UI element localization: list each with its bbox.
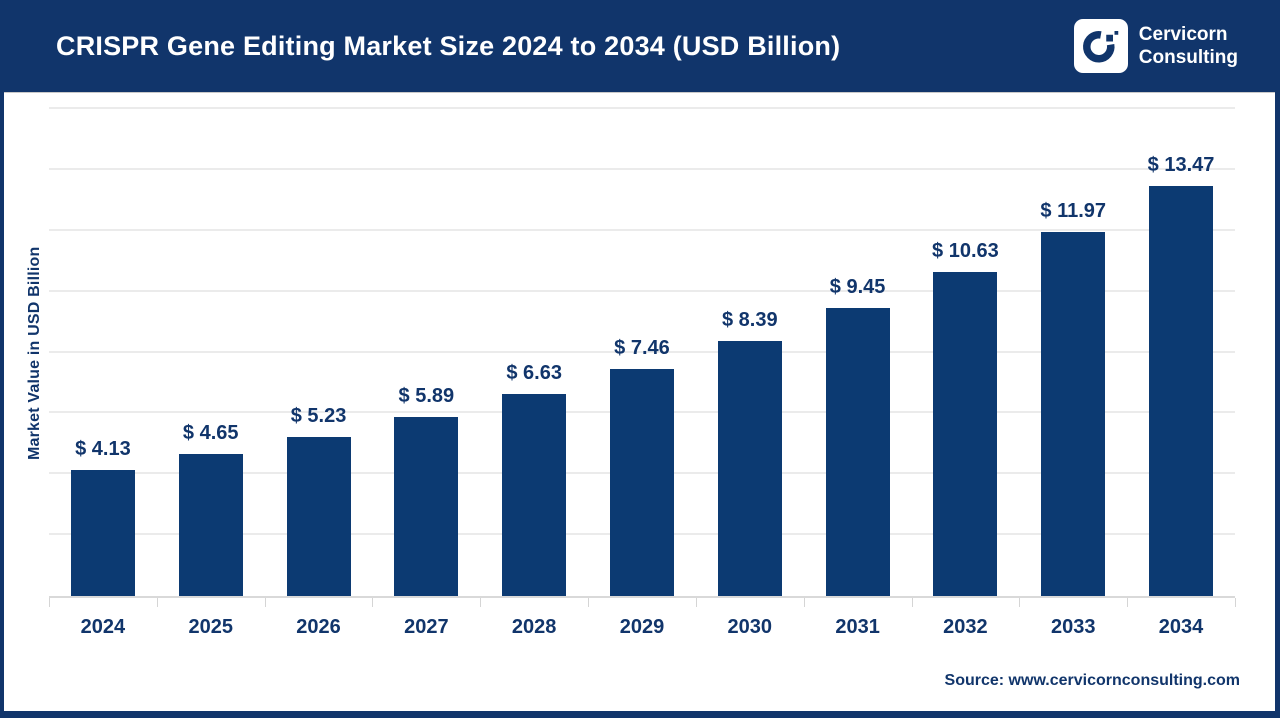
cervicorn-c-icon [1082, 30, 1119, 63]
bars-container: $ 4.13 $ 4.65 $ 5.23 $ 5.89 $ 6.63 $ 7.46 $ 8.… [49, 109, 1235, 596]
brand-logo-icon [1073, 19, 1128, 73]
bar-value-label: $ 9.45 [829, 276, 886, 299]
gridline [49, 167, 1235, 170]
x-tick-label-2024: 2024 [80, 616, 126, 638]
bar-2031 [825, 308, 890, 596]
header-bar: CRISPR Gene Editing Market Size 2024 to … [0, 0, 1280, 93]
axis-tick [372, 598, 374, 607]
left-border [0, 0, 4, 718]
bar-slot-2032: $ 10.63 [912, 109, 1020, 596]
plot-area: $ 4.13 $ 4.65 $ 5.23 $ 5.89 $ 6.63 $ 7.46 $ 8.… [49, 107, 1235, 598]
bar-slot-2028: $ 6.63 [480, 109, 588, 596]
axis-tick [588, 598, 590, 607]
bar-2032 [933, 272, 998, 596]
bar-value-label: $ 6.63 [506, 362, 562, 385]
bar-2027 [394, 416, 459, 596]
chart-title: CRISPR Gene Editing Market Size 2024 to … [56, 30, 841, 61]
gridline [49, 289, 1235, 292]
gridline [49, 350, 1235, 353]
x-tick-label-2034: 2034 [1158, 616, 1204, 638]
x-tick-label-2032: 2032 [943, 616, 988, 638]
x-tick-label-2030: 2030 [727, 616, 773, 638]
brand-name: Cervicorn Consulting [1139, 23, 1238, 69]
axis-tick [695, 598, 697, 607]
right-border [1275, 0, 1280, 718]
bar-slot-2031: $ 9.45 [804, 109, 912, 596]
x-tick-label-2025: 2025 [188, 616, 233, 638]
y-axis-title: Market Value in USD Billion [26, 246, 43, 461]
gridline [49, 228, 1235, 231]
bar-slot-2027: $ 5.89 [372, 109, 480, 596]
bar-value-label: $ 10.63 [932, 240, 999, 263]
source-text: Source: www.cervicornconsulting.com [944, 672, 1240, 689]
bar-value-label: $ 4.65 [182, 422, 239, 445]
bar-2029 [609, 368, 674, 596]
axis-tick [264, 598, 266, 607]
bar-2026 [286, 436, 351, 596]
bar-slot-2024: $ 4.13 [49, 109, 157, 596]
bar-slot-2030: $ 8.39 [696, 109, 804, 596]
bar-2034 [1149, 186, 1214, 596]
axis-tick [156, 598, 158, 607]
bar-2028 [502, 394, 567, 596]
bar-2033 [1041, 231, 1106, 596]
axis-tick [480, 598, 482, 607]
bar-2025 [178, 454, 243, 596]
x-axis-labels: 2024 2025 2026 2027 2028 2029 2030 2031 2032 2033… [49, 600, 1235, 639]
axis-tick [911, 598, 913, 607]
brand-line-2: Consulting [1138, 47, 1238, 68]
bar-value-label: $ 11.97 [1040, 199, 1107, 222]
x-tick-label-2031: 2031 [835, 616, 880, 638]
gridline [49, 107, 1235, 109]
bar-slot-2029: $ 7.46 [588, 109, 696, 596]
bar-slot-2026: $ 5.23 [265, 109, 373, 596]
axis-tick [1127, 598, 1129, 607]
axis-tick [1019, 598, 1021, 607]
x-tick-label-2027: 2027 [404, 616, 449, 638]
x-axis-ticks [49, 598, 1236, 607]
bar-slot-2025: $ 4.65 [157, 109, 265, 596]
bar-value-label: $ 5.23 [290, 404, 347, 427]
bar-value-label: $ 5.89 [398, 384, 455, 407]
bar-value-label: $ 7.46 [614, 336, 670, 359]
x-tick-label-2026: 2026 [296, 616, 341, 638]
bar-2024 [70, 470, 135, 596]
bar-slot-2034: $ 13.47 [1127, 109, 1235, 596]
axis-tick [49, 598, 50, 607]
bottom-bar [0, 711, 1280, 718]
x-tick-label-2028: 2028 [511, 616, 557, 638]
brand-logo: Cervicorn Consulting [1073, 19, 1238, 73]
brand-line-1: Cervicorn [1138, 24, 1228, 45]
bar-slot-2033: $ 11.97 [1019, 109, 1127, 596]
bar-value-label: $ 13.47 [1147, 154, 1215, 177]
bar-value-label: $ 4.13 [75, 438, 131, 461]
x-tick-label-2033: 2033 [1050, 616, 1096, 638]
bar-value-label: $ 8.39 [721, 308, 778, 331]
axis-tick [803, 598, 805, 607]
bar-2030 [717, 340, 782, 596]
x-tick-label-2029: 2029 [619, 616, 665, 638]
x-axis: 2024 2025 2026 2027 2028 2029 2030 2031 2032 2033… [49, 598, 1236, 648]
axis-tick [1235, 598, 1236, 607]
